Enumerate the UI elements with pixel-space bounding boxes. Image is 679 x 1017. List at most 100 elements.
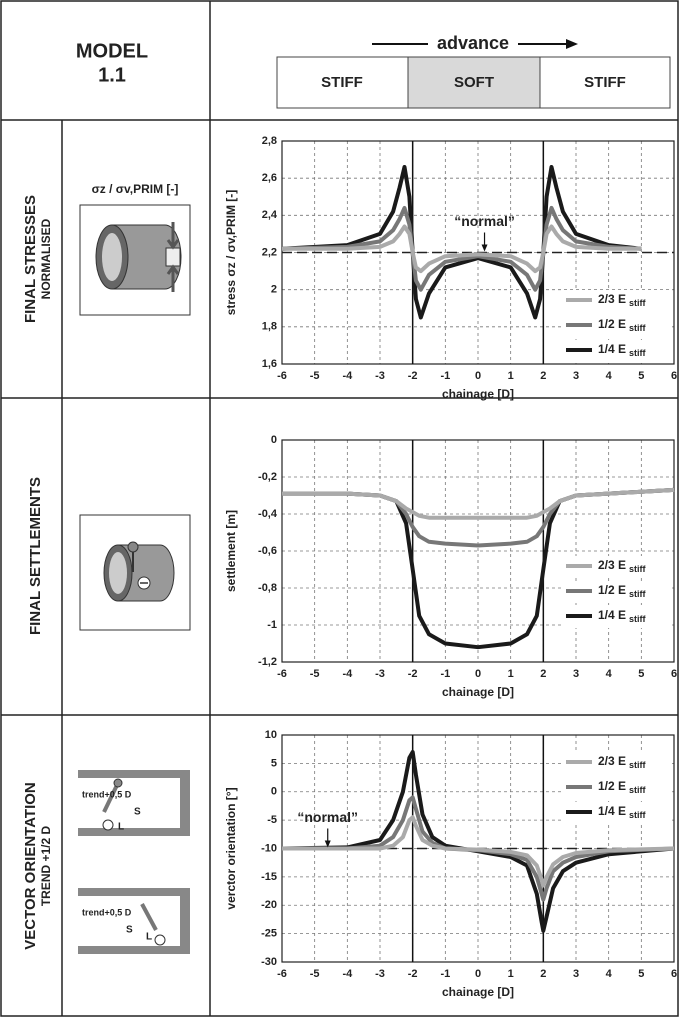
- row-subtitle: NORMALISED: [39, 218, 53, 299]
- legend-name: 1/4 E: [598, 342, 626, 356]
- y-tick-label: -1: [267, 619, 277, 631]
- orientation-icon: [78, 770, 190, 954]
- legend-subscript: stiff: [629, 323, 647, 333]
- model-title: MODEL: [76, 40, 148, 62]
- plot-border: [281, 439, 675, 663]
- row-title: VECTOR ORIENTATION: [22, 782, 39, 950]
- arrow-head: [566, 39, 578, 49]
- y-tick-label: 2,6: [262, 172, 277, 184]
- legend-bg: [562, 777, 672, 799]
- x-tick-label: -6: [277, 370, 287, 382]
- x-tick-label: 1: [508, 668, 514, 680]
- x-tick-label: 0: [475, 668, 481, 680]
- x-tick-label: 6: [671, 370, 677, 382]
- legend-name: 2/3 E: [598, 292, 626, 306]
- row-title: FINAL SETTLEMENTS: [27, 477, 44, 635]
- y-tick-label: 2: [271, 284, 277, 296]
- y-tick-label: 2,8: [262, 135, 277, 147]
- x-tick-label: 2: [540, 968, 546, 980]
- zone-label: STIFF: [584, 74, 626, 91]
- x-tick-label: 0: [475, 968, 481, 980]
- y-tick-label: 2,4: [262, 209, 278, 221]
- zone-box: [276, 56, 409, 109]
- legend-bg: [562, 290, 672, 312]
- x-tick-label: -4: [342, 668, 353, 680]
- legend-subscript: stiff: [629, 614, 647, 624]
- x-tick-label: 4: [606, 968, 613, 980]
- x-tick-label: -2: [408, 668, 418, 680]
- legend-subscript: stiff: [629, 348, 647, 358]
- x-tick-label: 5: [638, 370, 644, 382]
- legend-subscript: stiff: [629, 760, 647, 770]
- stress-icon: [79, 204, 191, 316]
- x-tick-label: 3: [573, 370, 579, 382]
- x-tick-label: 1: [508, 370, 514, 382]
- y-axis-label: stress σz / σv,PRIM [-]: [224, 190, 238, 316]
- legend-bg: [562, 581, 672, 603]
- series-line: [282, 487, 675, 520]
- x-tick-label: -5: [310, 968, 320, 980]
- legend-bg: [562, 340, 672, 362]
- row-subtitle: TREND +1/2 D: [39, 825, 53, 906]
- x-tick-label: 1: [508, 968, 514, 980]
- y-tick-label: -20: [261, 899, 277, 911]
- legend-subscript: stiff: [629, 589, 647, 599]
- y-tick-label: -30: [261, 956, 277, 968]
- zone-label: SOFT: [454, 74, 494, 91]
- y-tick-label: -0,2: [258, 471, 277, 483]
- y-tick-label: -10: [261, 842, 277, 854]
- zone-box: [407, 56, 541, 109]
- x-tick-label: -3: [375, 968, 385, 980]
- x-tick-label: -2: [408, 370, 418, 382]
- x-axis-label: chainage [D]: [442, 387, 514, 401]
- icon-text: S: [134, 807, 141, 818]
- y-tick-label: -0,4: [258, 508, 278, 520]
- legend-subscript: stiff: [629, 785, 647, 795]
- y-tick-label: -0,8: [258, 582, 277, 594]
- x-tick-label: 5: [638, 968, 644, 980]
- legend-name: 1/2 E: [598, 583, 626, 597]
- legend-subscript: stiff: [629, 810, 647, 820]
- x-tick-label: 0: [475, 370, 481, 382]
- x-tick-label: -4: [342, 968, 353, 980]
- y-tick-label: -1,2: [258, 656, 277, 668]
- y-axis-label: verctor orientation [°]: [224, 787, 238, 909]
- x-tick-label: 2: [540, 668, 546, 680]
- icon-text: S: [126, 925, 133, 936]
- y-tick-label: -0,6: [258, 545, 277, 557]
- annotation: “normal”: [297, 809, 358, 825]
- series-line: [282, 224, 642, 274]
- y-tick-label: 1,6: [262, 358, 277, 370]
- settlement-icon: [79, 514, 191, 631]
- icon-text: L: [146, 932, 152, 943]
- y-tick-label: 2,2: [262, 246, 277, 258]
- x-tick-label: -3: [375, 370, 385, 382]
- x-tick-label: -1: [440, 370, 450, 382]
- zone-box: [539, 56, 671, 109]
- zone-label: STIFF: [321, 74, 363, 91]
- legend-name: 2/3 E: [598, 558, 626, 572]
- y-tick-label: 10: [265, 729, 277, 741]
- x-tick-label: 3: [573, 968, 579, 980]
- x-tick-label: -5: [310, 370, 320, 382]
- x-axis-label: chainage [D]: [442, 985, 514, 999]
- legend-subscript: stiff: [629, 298, 647, 308]
- legend-name: 1/2 E: [598, 779, 626, 793]
- y-tick-label: -25: [261, 928, 277, 940]
- x-tick-label: -4: [342, 370, 353, 382]
- legend-name: 1/4 E: [598, 608, 626, 622]
- row-title: FINAL STRESSES: [22, 195, 39, 323]
- y-tick-label: 0: [271, 434, 277, 446]
- x-tick-label: -3: [375, 668, 385, 680]
- legend-name: 1/2 E: [598, 317, 626, 331]
- y-tick-label: -5: [267, 814, 277, 826]
- annotation: “normal”: [454, 213, 515, 229]
